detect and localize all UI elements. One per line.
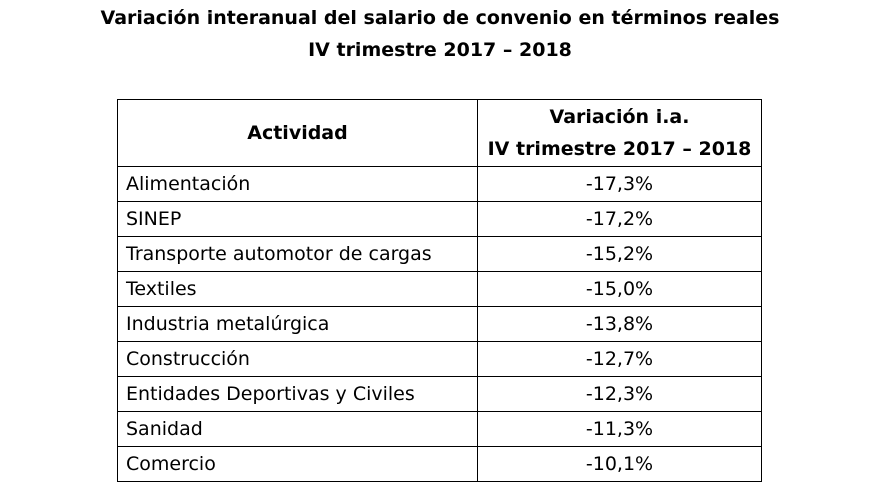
table-row: Textiles -15,0% [117, 271, 762, 307]
cell-variacion: -17,2% [477, 201, 762, 237]
cell-variacion: -15,0% [477, 271, 762, 307]
header-variacion-line1: Variación i.a. [549, 106, 690, 128]
table-row: Alimentación -17,3% [117, 166, 762, 202]
header-variacion-line2: IV trimestre 2017 – 2018 [487, 138, 752, 160]
cell-actividad: Construcción [117, 341, 478, 377]
table-row: Entidades Deportivas y Civiles -12,3% [117, 376, 762, 412]
header-actividad: Actividad [117, 99, 478, 167]
header-variacion: Variación i.a. IV trimestre 2017 – 2018 [477, 99, 762, 167]
page-title: Variación interanual del salario de conv… [100, 7, 780, 29]
cell-actividad: Textiles [117, 271, 478, 307]
cell-actividad: Comercio [117, 446, 478, 482]
table-row: Sanidad -11,3% [117, 411, 762, 447]
table-row: Comercio -10,1% [117, 446, 762, 482]
table-header-row: Actividad Variación i.a. IV trimestre 20… [117, 99, 762, 167]
page-subtitle: IV trimestre 2017 – 2018 [308, 39, 572, 61]
cell-variacion: -12,3% [477, 376, 762, 412]
table-row: SINEP -17,2% [117, 201, 762, 237]
cell-actividad: Entidades Deportivas y Civiles [117, 376, 478, 412]
cell-actividad: Transporte automotor de cargas [117, 236, 478, 272]
cell-actividad: Alimentación [117, 166, 478, 202]
cell-variacion: -10,1% [477, 446, 762, 482]
cell-variacion: -13,8% [477, 306, 762, 342]
cell-actividad: Industria metalúrgica [117, 306, 478, 342]
table-row: Construcción -12,7% [117, 341, 762, 377]
cell-variacion: -15,2% [477, 236, 762, 272]
table-row: Industria metalúrgica -13,8% [117, 306, 762, 342]
cell-variacion: -17,3% [477, 166, 762, 202]
cell-variacion: -12,7% [477, 341, 762, 377]
data-table: Actividad Variación i.a. IV trimestre 20… [117, 99, 762, 482]
cell-variacion: -11,3% [477, 411, 762, 447]
table-row: Transporte automotor de cargas -15,2% [117, 236, 762, 272]
cell-actividad: SINEP [117, 201, 478, 237]
cell-actividad: Sanidad [117, 411, 478, 447]
